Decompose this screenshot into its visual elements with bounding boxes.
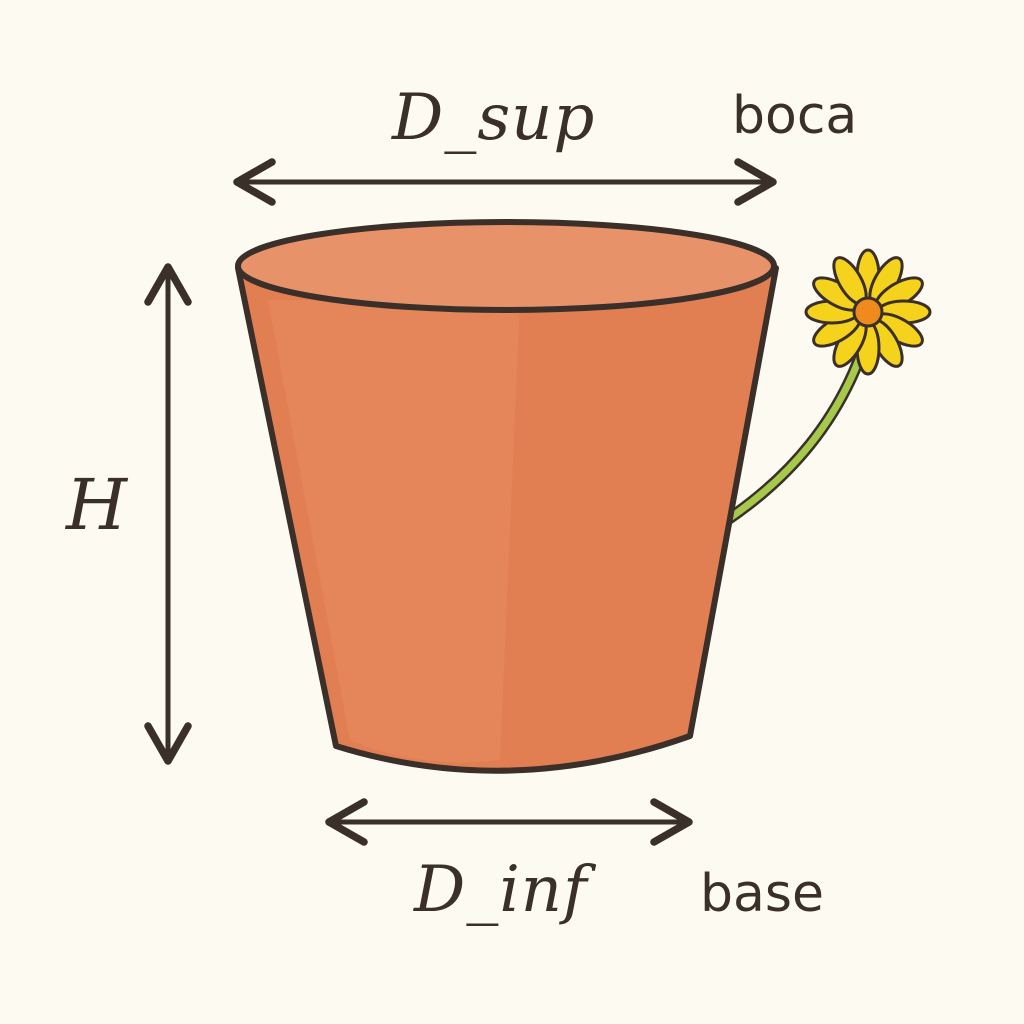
- pot-shading: [268, 300, 520, 763]
- bottom-word-label: base: [700, 864, 824, 924]
- bottom-diameter-label: D_inf: [414, 853, 588, 927]
- pot-rim: [235, 219, 777, 313]
- pot-body: [235, 265, 779, 774]
- top-word-label: boca: [732, 86, 858, 146]
- top-diameter-label: D_sup: [392, 81, 596, 155]
- height-label: H: [66, 464, 129, 546]
- daisy-flower-icon: [804, 248, 932, 376]
